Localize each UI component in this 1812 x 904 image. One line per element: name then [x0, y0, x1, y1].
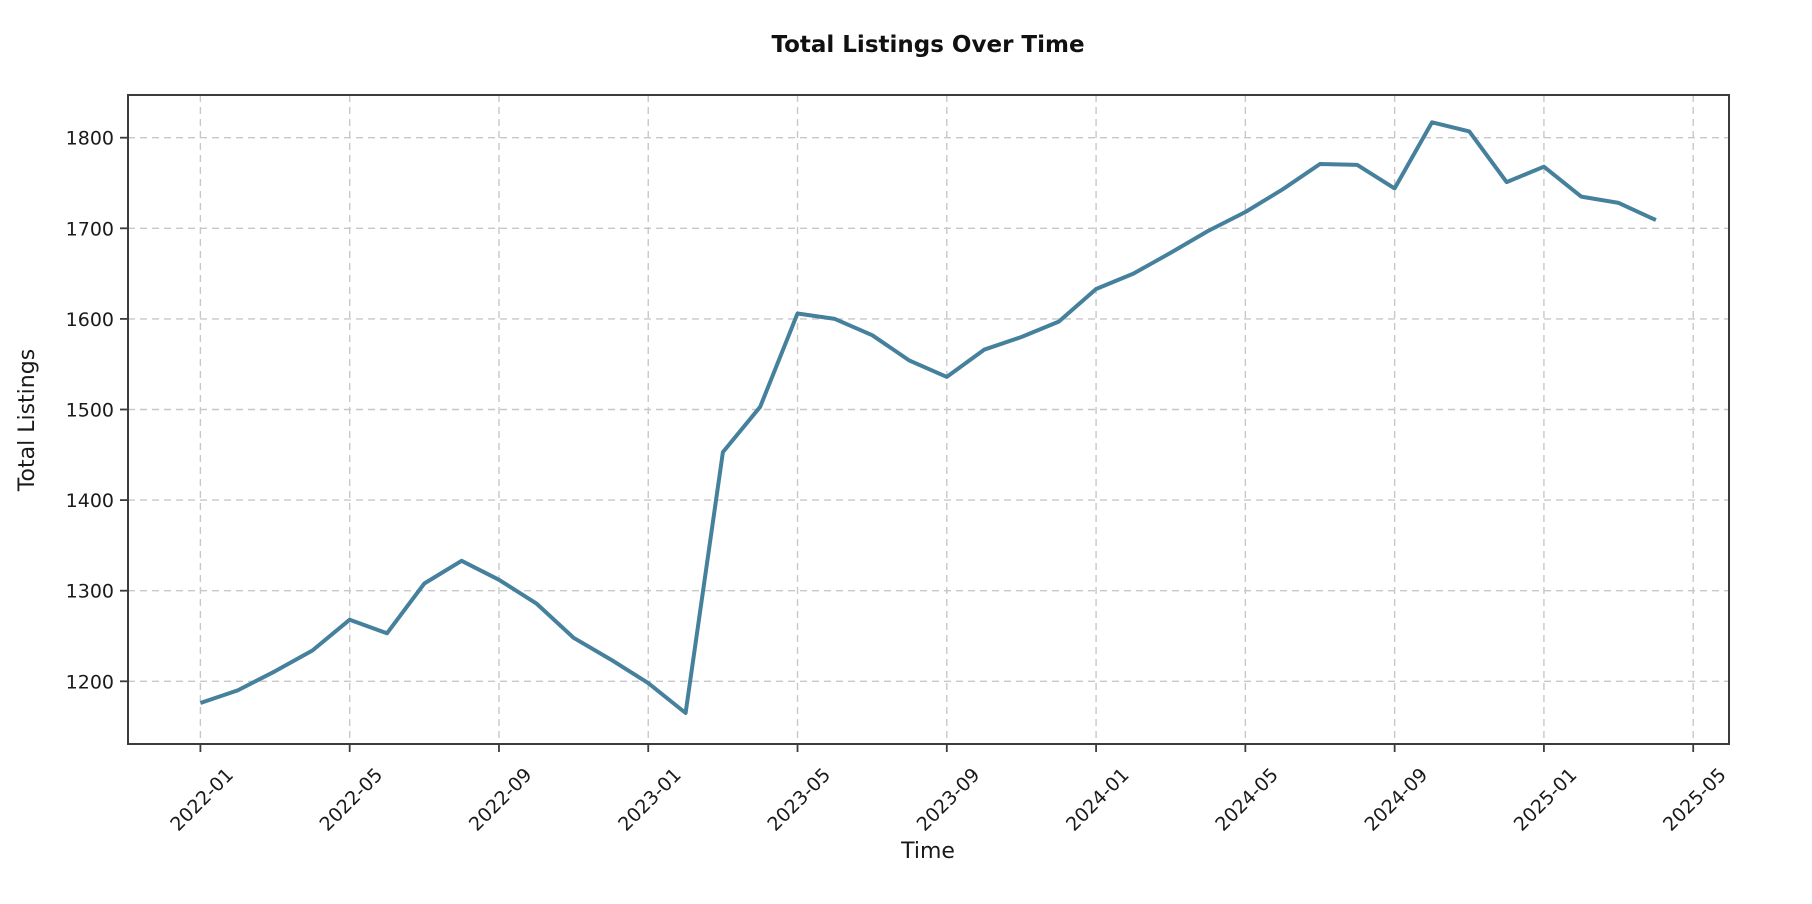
y-tick-label: 1800 — [66, 128, 114, 150]
x-tick-label: 2024-01 — [1062, 764, 1134, 836]
chart-title: Total Listings Over Time — [771, 32, 1084, 58]
x-tick-label: 2022-05 — [316, 764, 388, 836]
x-tick-label: 2022-09 — [465, 764, 537, 836]
x-tick-label: 2022-01 — [166, 764, 238, 836]
plot-border — [127, 94, 1730, 745]
x-tick-label: 2024-09 — [1360, 764, 1432, 836]
tick-layer — [120, 136, 1695, 752]
grid-layer — [128, 95, 1729, 744]
x-tick-label: 2025-05 — [1659, 764, 1731, 836]
x-tick-label: 2023-01 — [614, 764, 686, 836]
series-layer — [199, 120, 1657, 715]
x-tick-label: 2025-01 — [1510, 764, 1582, 836]
y-tick-label: 1400 — [66, 490, 114, 512]
x-tick-label: 2023-05 — [763, 764, 835, 836]
x-tick-label: 2023-09 — [913, 764, 985, 836]
series-line — [199, 120, 1657, 715]
y-tick-label: 1700 — [66, 218, 114, 240]
x-axis-label: Time — [900, 839, 955, 864]
x-tick-label: 2024-05 — [1211, 764, 1283, 836]
y-tick-label: 1600 — [66, 309, 114, 331]
y-tick-label: 1500 — [66, 400, 114, 422]
y-axis-label: Total Listings — [15, 349, 40, 492]
y-tick-label: 1200 — [66, 671, 114, 693]
tick-label-layer: 1200 1300 1400 1500 1600 1700 1800 2022-01 2022-… — [66, 128, 1731, 836]
y-tick-label: 1300 — [66, 581, 114, 603]
